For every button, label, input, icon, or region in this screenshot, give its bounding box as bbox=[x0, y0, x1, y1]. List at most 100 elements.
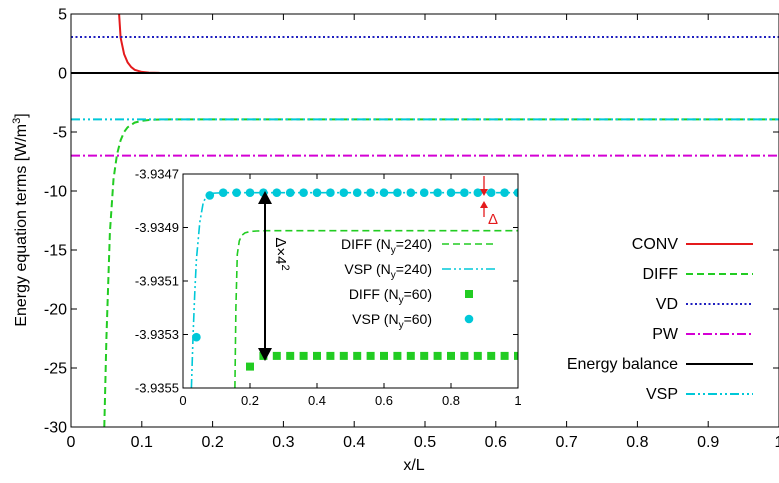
main-x-tick-label: 0.2 bbox=[201, 434, 223, 451]
inset-series-2-point bbox=[299, 351, 308, 360]
legend-inset-2-swatch bbox=[465, 290, 473, 298]
main-x-tick-label: 0.5 bbox=[414, 434, 436, 451]
legend-inset-3-label: VSP (Ny=60) bbox=[352, 311, 432, 331]
main-y-tick-label: -25 bbox=[44, 361, 67, 378]
main-x-tick-label: 1 bbox=[775, 434, 779, 451]
inset-series-3-point bbox=[326, 188, 335, 198]
inset-series-layer bbox=[190, 188, 518, 388]
inset-y-tick-label: -3.9355 bbox=[135, 381, 179, 396]
inset-series-3-point bbox=[419, 188, 429, 198]
legend-inset-2-label: DIFF (Ny=60) bbox=[349, 286, 432, 306]
inset-series-3-point bbox=[218, 188, 228, 198]
inset-x-tick-label: 0.2 bbox=[241, 393, 259, 408]
main-x-tick-label: 0.3 bbox=[272, 434, 294, 451]
inset-series-3-point bbox=[500, 188, 509, 198]
main-y-tick-label: -5 bbox=[53, 125, 67, 142]
main-x-tick-label: 0.8 bbox=[626, 434, 648, 451]
delta-annotation: Δ bbox=[480, 176, 498, 228]
inset-x-tick-label: 0.4 bbox=[308, 393, 326, 408]
inset-series-1-line bbox=[190, 191, 518, 388]
legend-main-5-label: VSP bbox=[646, 386, 678, 403]
inset-series-2-point bbox=[460, 351, 469, 360]
y-axis-label: Energy equation terms [W/m3] bbox=[11, 113, 30, 326]
inset-series-2-point bbox=[313, 351, 321, 360]
delta-arrowhead-top bbox=[480, 189, 488, 196]
inset-series-2-point bbox=[473, 351, 482, 360]
inset-series-3-point bbox=[352, 188, 362, 198]
inset-legend: DIFF (Ny=240) VSP (Ny=240) DIFF (Ny=60) VSP… bbox=[341, 236, 496, 331]
inset-series-3-point bbox=[192, 332, 201, 342]
delta-scaled-arrowhead-bottom bbox=[258, 348, 272, 361]
inset-x-tick-label: 1 bbox=[514, 393, 521, 408]
delta-scaled-label: Δ×42 bbox=[272, 237, 291, 270]
inset-series-2-point bbox=[433, 351, 442, 360]
inset-series-2-point bbox=[326, 351, 335, 360]
inset-series-2-point bbox=[487, 351, 496, 360]
y-axis-label-end: ] bbox=[13, 113, 30, 117]
legend-inset-1-label: VSP (Ny=240) bbox=[344, 261, 432, 281]
inset-series-2-point bbox=[366, 351, 375, 360]
main-x-tick-label: 0.7 bbox=[555, 434, 577, 451]
inset-series-3-point bbox=[366, 188, 375, 198]
inset-series-2-point bbox=[420, 351, 429, 360]
inset-series-3-point bbox=[379, 188, 389, 198]
main-x-tick-label: 0.6 bbox=[485, 434, 507, 451]
inset-x-tick-label: 0 bbox=[179, 393, 186, 408]
inset-series-3-point bbox=[299, 188, 308, 198]
inset-series-3-point bbox=[232, 188, 241, 198]
main-y-tick-label: -20 bbox=[44, 302, 67, 319]
main-axes: 0 0.1 0.2 0.3 0.4 0.5 0.6 0.7 0.8 0.9 1 5 0 -5 -10 -15 -… bbox=[44, 7, 779, 451]
legend-main-3-label: PW bbox=[652, 326, 679, 343]
inset-series-3-point bbox=[339, 188, 349, 198]
inset-series-3-point bbox=[406, 188, 416, 198]
inset-series-3-point bbox=[205, 191, 215, 200]
inset-series-2-point bbox=[500, 351, 509, 360]
inset-y-tick-label: -3.9349 bbox=[135, 220, 179, 235]
delta-scaled-label-sup: 2 bbox=[279, 265, 291, 271]
inset-series-3-point bbox=[393, 188, 402, 198]
inset-x-tick-label: 0.6 bbox=[375, 393, 393, 408]
main-series-0-line bbox=[118, 14, 779, 74]
inset-series-2-point bbox=[353, 351, 362, 360]
main-x-tick-label: 0.9 bbox=[697, 434, 719, 451]
main-x-tick-label: 0.1 bbox=[131, 434, 153, 451]
x-axis-label: x/L bbox=[403, 457, 424, 474]
main-x-tick-label: 0 bbox=[67, 434, 76, 451]
inset-y-tick-label: -3.9351 bbox=[135, 274, 179, 289]
inset-series-2-point bbox=[447, 351, 455, 360]
legend-inset-3-swatch bbox=[464, 314, 474, 324]
delta-scaled-label-main: Δ×4 bbox=[272, 237, 289, 264]
inset-y-tick-label: -3.9353 bbox=[135, 327, 179, 342]
legend-main-4-label: Energy balance bbox=[567, 356, 678, 373]
inset-series-3-point bbox=[285, 188, 295, 198]
inset-series-2-point bbox=[406, 351, 415, 360]
main-y-tick-label: -10 bbox=[44, 184, 67, 201]
legend-inset-0-label: DIFF (Ny=240) bbox=[341, 236, 432, 256]
inset-series-3-point bbox=[245, 188, 255, 198]
inset-x-tick-label: 0.8 bbox=[442, 393, 460, 408]
delta-scaled-annotation: Δ×42 bbox=[258, 191, 291, 361]
inset-series-2-point bbox=[272, 351, 281, 360]
inset-series-2-point bbox=[246, 362, 254, 371]
main-x-tick-label: 0.4 bbox=[343, 434, 365, 451]
main-y-tick-label: -15 bbox=[44, 243, 67, 260]
inset-series-2-point bbox=[393, 351, 402, 360]
inset-series-0-line bbox=[234, 229, 518, 388]
inset-series-2-point bbox=[380, 351, 388, 360]
inset-series-3-point bbox=[312, 188, 322, 198]
inset-series-3-point bbox=[513, 188, 518, 198]
inset-series-3-point bbox=[473, 188, 483, 198]
main-y-tick-label: 0 bbox=[58, 66, 67, 83]
inset-series-3-point bbox=[486, 188, 496, 198]
inset-axes: 0 0.2 0.4 0.6 0.8 1 -3.9347 -3.9349 -3.9351 -3.93… bbox=[135, 167, 522, 408]
y-axis-label-main: Energy equation terms [W/m bbox=[13, 124, 30, 327]
inset-y-tick-label: -3.9347 bbox=[135, 167, 179, 182]
legend-main-2-label: VD bbox=[656, 296, 678, 313]
inset-series-3-point bbox=[272, 188, 282, 198]
inset-series-2-point bbox=[514, 351, 518, 360]
main-series-layer bbox=[71, 14, 779, 427]
delta-label: Δ bbox=[488, 211, 498, 228]
delta-scaled-arrowhead-top bbox=[258, 191, 272, 204]
y-axis-label-sup: 3 bbox=[11, 118, 23, 124]
